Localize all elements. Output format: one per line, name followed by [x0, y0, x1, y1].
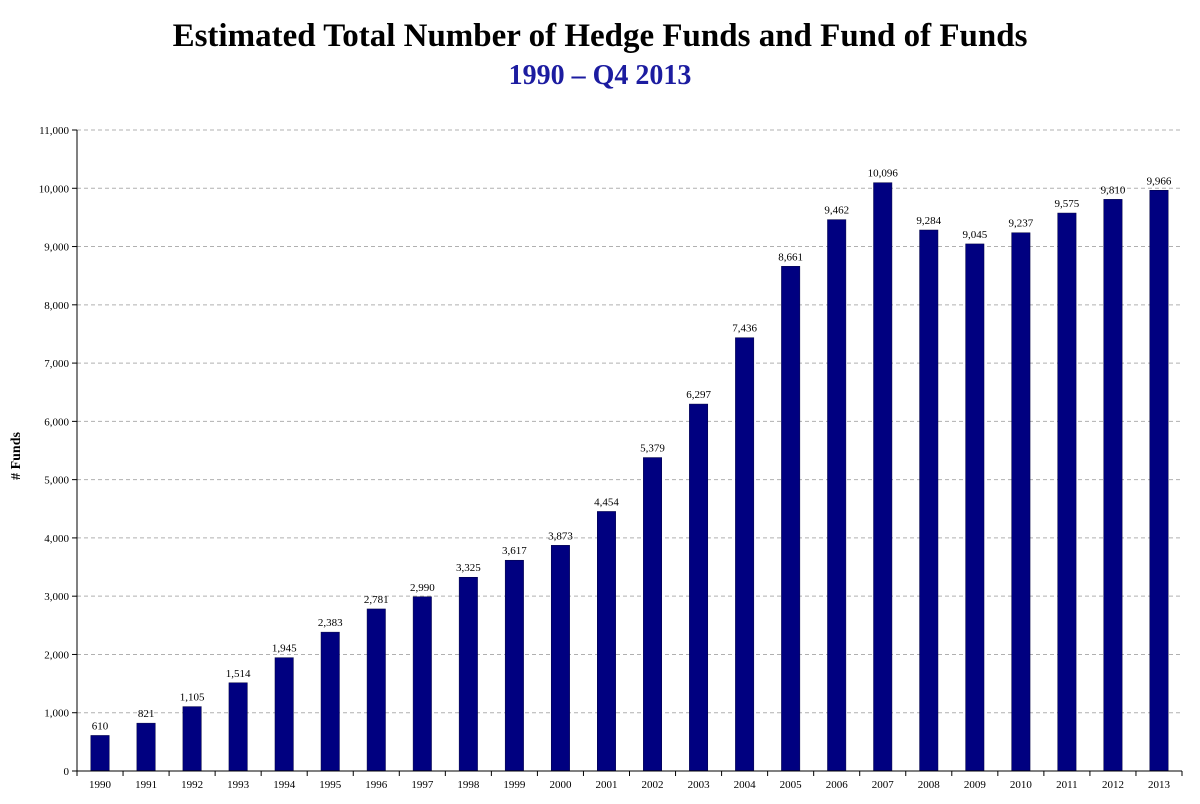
- data-label: 9,045: [962, 229, 987, 241]
- x-tick-label: 2004: [734, 779, 757, 791]
- data-label: 6,297: [686, 389, 711, 401]
- bars: [90, 182, 1169, 772]
- bar: [1149, 190, 1169, 772]
- y-tick-label: 10,000: [39, 183, 70, 195]
- bar: [458, 576, 478, 772]
- x-tick-label: 1997: [411, 779, 434, 791]
- y-tick-label: 4,000: [44, 533, 69, 545]
- bar: [597, 511, 616, 772]
- bar: [781, 266, 801, 772]
- bar: [919, 229, 939, 772]
- y-tick-label: 0: [64, 766, 70, 778]
- x-tick-label: 1999: [503, 779, 526, 791]
- bar: [965, 243, 985, 772]
- x-tick-label: 1998: [457, 779, 480, 791]
- x-tick-label: 1996: [365, 779, 388, 791]
- data-label: 9,237: [1008, 218, 1033, 230]
- axes: [72, 129, 1183, 776]
- data-label: 4,454: [594, 496, 619, 508]
- data-label: 2,781: [364, 594, 389, 606]
- data-label: 2,383: [318, 617, 343, 629]
- data-label: 821: [138, 708, 155, 720]
- data-label: 9,810: [1101, 184, 1126, 196]
- x-tick-label: 2011: [1056, 779, 1078, 791]
- data-label: 3,617: [502, 545, 527, 557]
- bar: [320, 631, 340, 772]
- y-tick-label: 8,000: [44, 300, 69, 312]
- bar: [90, 735, 110, 772]
- data-label: 7,436: [732, 323, 757, 335]
- data-label: 5,379: [640, 443, 665, 455]
- labels: 0 1,000 2,000 3,000 4,000 5,000 6,000 7,000 8,00…: [39, 125, 1172, 791]
- bar: [643, 457, 662, 772]
- y-tick-label: 5,000: [44, 475, 69, 487]
- x-tick-label: 2008: [918, 779, 941, 791]
- x-tick-label: 2009: [964, 779, 987, 791]
- x-tick-label: 2001: [595, 779, 617, 791]
- data-label: 1,945: [272, 643, 297, 655]
- y-tick-label: 2,000: [44, 649, 69, 661]
- gridlines: [77, 129, 1182, 714]
- bar: [550, 545, 570, 772]
- x-tick-label: 2006: [826, 779, 849, 791]
- bar: [412, 596, 432, 772]
- x-tick-label: 2005: [780, 779, 803, 791]
- y-tick-label: 6,000: [44, 416, 69, 428]
- x-tick-label: 2010: [1010, 779, 1033, 791]
- y-tick-label: 7,000: [44, 358, 69, 370]
- bar: [504, 559, 524, 772]
- data-label: 3,325: [456, 562, 481, 574]
- x-tick-label: 1990: [89, 779, 112, 791]
- data-label: 9,284: [916, 215, 941, 227]
- x-tick-label: 2002: [642, 779, 664, 791]
- y-tick-label: 9,000: [44, 242, 69, 254]
- bar: [1103, 199, 1123, 772]
- bar: [366, 608, 386, 772]
- bar: [228, 682, 248, 772]
- bar: [1011, 232, 1031, 772]
- x-tick-label: 2013: [1148, 779, 1171, 791]
- x-tick-label: 2000: [549, 779, 572, 791]
- bar: [873, 182, 893, 772]
- bar: [689, 403, 709, 772]
- y-axis-title: # Funds: [9, 432, 24, 480]
- y-tick-label: 3,000: [44, 591, 69, 603]
- bar: [182, 706, 202, 772]
- chart-subtitle: 1990 – Q4 2013: [508, 60, 692, 91]
- bar: [827, 219, 847, 772]
- data-label: 1,105: [180, 692, 205, 704]
- bar: [136, 722, 156, 772]
- x-tick-label: 1994: [273, 779, 296, 791]
- x-tick-label: 1995: [319, 779, 342, 791]
- data-label: 8,661: [778, 251, 803, 263]
- data-label: 10,096: [868, 168, 899, 180]
- data-label: 3,873: [548, 530, 573, 542]
- y-tick-label: 1,000: [44, 708, 69, 720]
- x-tick-label: 1991: [135, 779, 157, 791]
- x-tick-label: 1992: [181, 779, 203, 791]
- data-label: 610: [92, 720, 109, 732]
- y-tick-label: 11,000: [39, 125, 69, 137]
- bar: [735, 337, 755, 772]
- data-label: 9,966: [1147, 175, 1172, 187]
- data-label: 2,990: [410, 582, 435, 594]
- chart-title: Estimated Total Number of Hedge Funds an…: [172, 18, 1028, 54]
- data-label: 1,514: [226, 668, 251, 680]
- x-tick-label: 2003: [688, 779, 711, 791]
- x-tick-label: 1993: [227, 779, 250, 791]
- x-tick-label: 2007: [872, 779, 895, 791]
- x-tick-label: 2012: [1102, 779, 1124, 791]
- data-label: 9,575: [1055, 198, 1080, 210]
- bar: [1057, 212, 1077, 772]
- data-label: 9,462: [824, 205, 849, 217]
- bar: [274, 657, 294, 772]
